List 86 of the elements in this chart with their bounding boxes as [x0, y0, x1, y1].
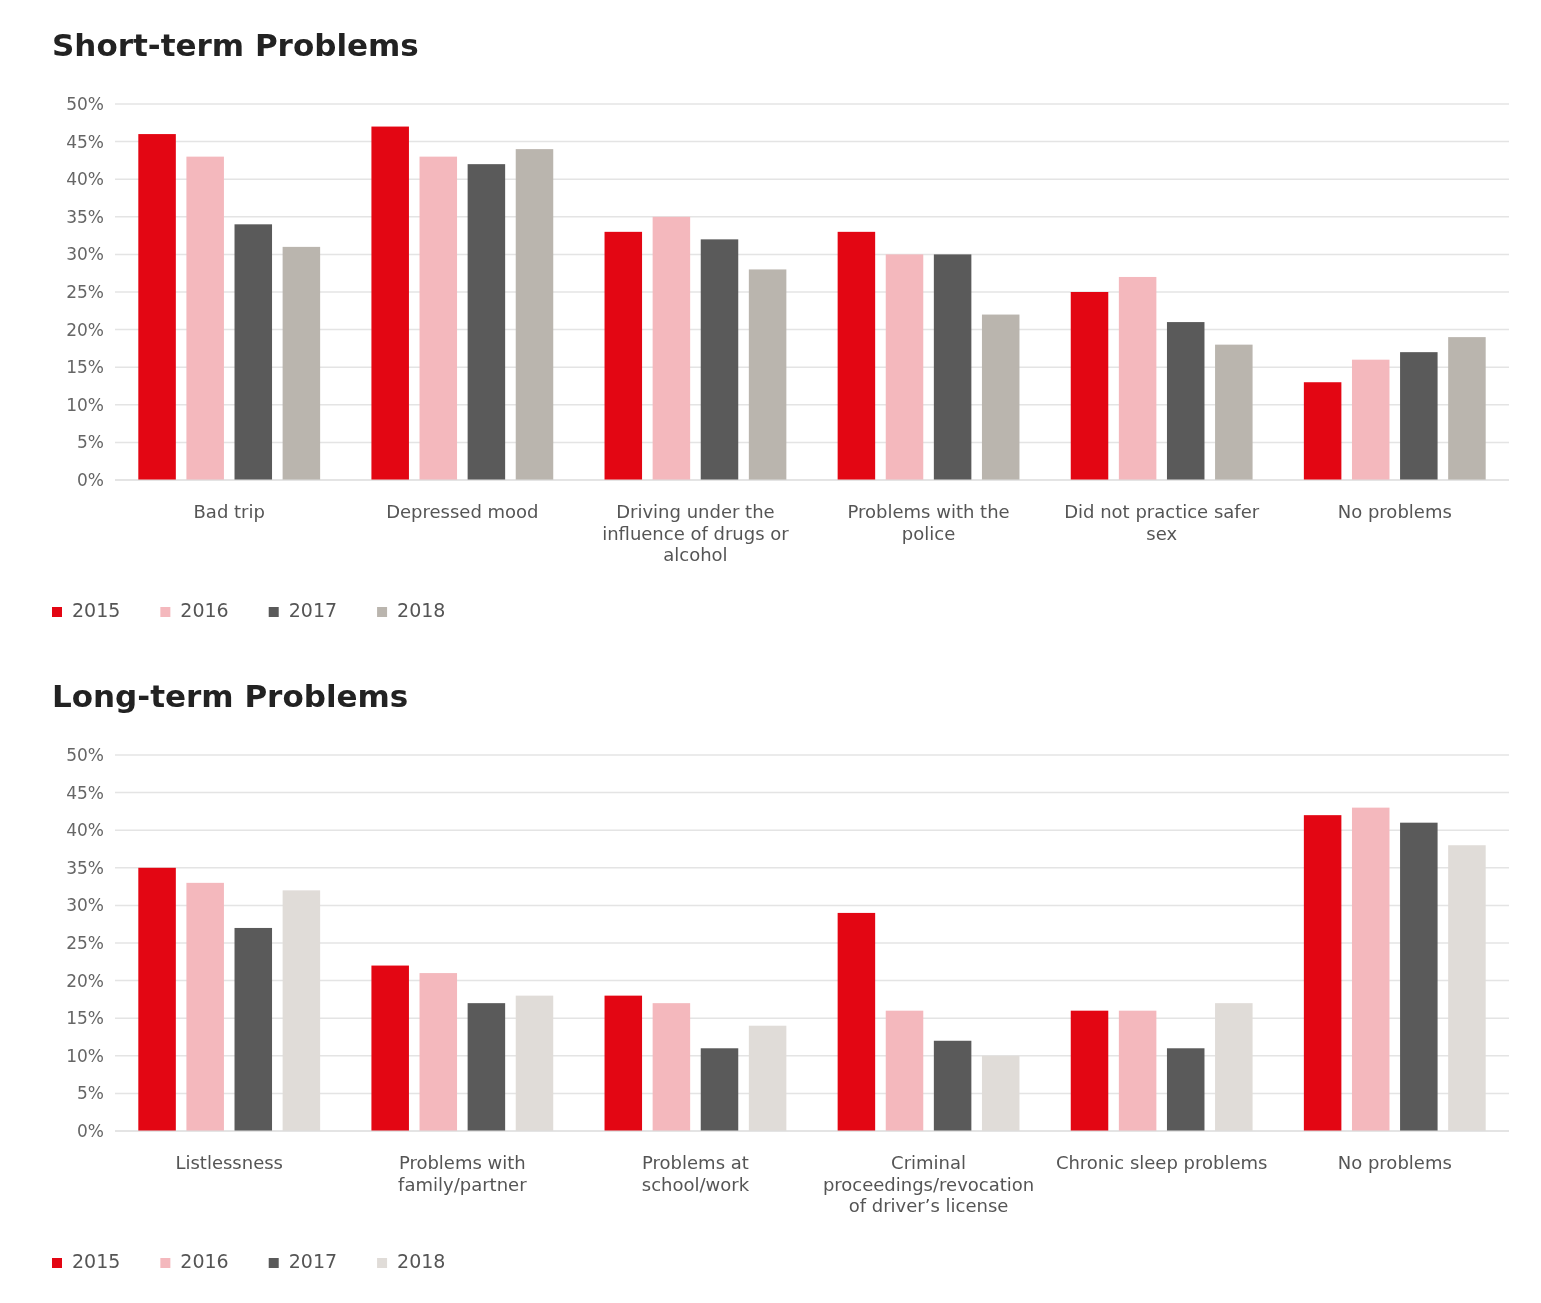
y-tick-label: 20% [66, 970, 104, 991]
bar [1351, 359, 1390, 480]
legend-label: 2015 [72, 599, 121, 621]
bar [1400, 352, 1438, 480]
x-tick-label: Listlessness [175, 1152, 283, 1173]
bar [419, 973, 458, 1131]
y-tick-label: 50% [66, 744, 104, 765]
y-tick-label: 25% [66, 932, 104, 953]
legend-label: 2017 [288, 1250, 338, 1272]
y-tick-label: 40% [66, 169, 104, 190]
bar [604, 995, 643, 1131]
bar [419, 156, 458, 480]
bar [186, 882, 224, 1131]
bar [515, 149, 554, 480]
y-tick-label: 5% [77, 432, 104, 453]
bar [282, 246, 321, 480]
bar [1303, 815, 1342, 1131]
bar [1400, 822, 1438, 1131]
y-tick-label: 10% [66, 394, 104, 415]
bar [933, 254, 972, 480]
y-tick-label: 10% [66, 1045, 104, 1066]
bar [1166, 322, 1205, 480]
x-tick-label: Problems with family/partner [398, 1152, 528, 1195]
x-tick-label: Problems with the police [847, 501, 1010, 544]
x-tick-label: Depressed mood [386, 501, 539, 522]
bar [748, 269, 787, 480]
legend-label: 2016 [180, 1250, 229, 1272]
bar [1215, 344, 1253, 480]
x-tick-label: Did not practice safer sex [1064, 501, 1260, 544]
legend-label: 2018 [397, 1250, 446, 1272]
y-tick-label: 0% [77, 1120, 104, 1141]
y-tick-label: 30% [66, 895, 104, 916]
bar [1118, 1010, 1157, 1131]
bar [1351, 807, 1390, 1131]
legend-label: 2015 [72, 1250, 121, 1272]
y-tick-label: 35% [66, 206, 104, 227]
bar [604, 231, 643, 480]
x-tick-label: Criminal proceedings/revocation of driver’s license [822, 1152, 1035, 1217]
bar [885, 254, 924, 480]
x-tick-label: Bad trip [193, 501, 265, 522]
y-tick-label: 5% [77, 1083, 104, 1104]
bar [1166, 1048, 1205, 1131]
bar [467, 164, 506, 480]
bar [138, 867, 176, 1131]
x-tick-label: Problems at school/work [641, 1152, 750, 1195]
bar [1448, 337, 1486, 480]
bar [885, 1010, 924, 1131]
legend-label: 2016 [180, 599, 229, 621]
bar [138, 134, 176, 480]
y-tick-label: 30% [66, 244, 104, 265]
bar [933, 1040, 972, 1131]
bar [186, 156, 224, 480]
y-tick-label: 15% [66, 1008, 104, 1029]
bar [467, 1003, 506, 1131]
bar [700, 239, 739, 480]
legend-label: 2018 [397, 599, 446, 621]
bar [371, 965, 409, 1131]
y-tick-label: 40% [66, 820, 104, 841]
chart-title: Long-term Problems [52, 678, 409, 714]
x-tick-label: Driving under the influence of drugs or alcohol [602, 501, 790, 566]
bar [234, 224, 273, 480]
x-tick-label: Chronic sleep problems [1055, 1152, 1268, 1173]
bar [1070, 292, 1109, 480]
y-tick-label: 35% [66, 857, 104, 878]
y-tick-label: 25% [66, 281, 104, 302]
bar [1303, 382, 1342, 480]
bar [700, 1048, 739, 1131]
y-tick-label: 45% [66, 131, 104, 152]
bar [837, 231, 876, 480]
bar [652, 1003, 691, 1131]
bar [1118, 276, 1157, 480]
legend-label: 2017 [288, 599, 338, 621]
x-tick-label: No problems [1337, 1152, 1452, 1173]
y-tick-label: 20% [66, 319, 104, 340]
y-tick-label: 45% [66, 782, 104, 803]
bar [234, 927, 273, 1131]
y-tick-label: 50% [66, 93, 104, 114]
bar [981, 314, 1020, 480]
y-tick-label: 0% [77, 469, 104, 490]
bar [837, 912, 876, 1131]
bar [652, 216, 691, 480]
chart-title: Short-term Problems [52, 27, 419, 63]
bar [371, 126, 409, 480]
y-tick-label: 15% [66, 357, 104, 378]
bar [1070, 1010, 1109, 1131]
x-tick-label: No problems [1337, 501, 1452, 522]
